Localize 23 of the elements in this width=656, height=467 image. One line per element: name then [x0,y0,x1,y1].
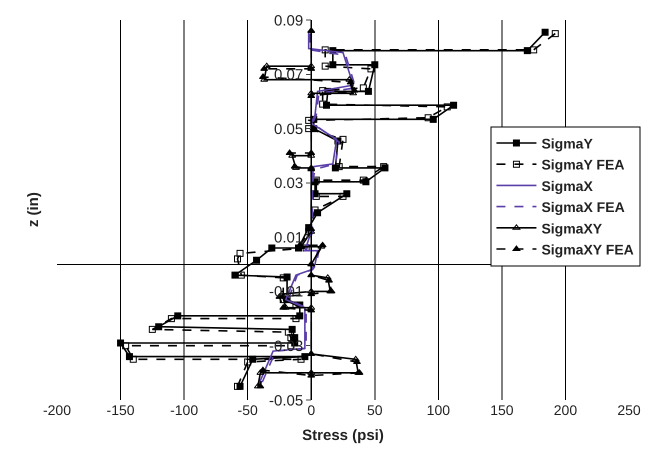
x-tick-label: 0 [307,402,316,418]
x-tick-label: 100 [426,402,450,418]
x-tick-label: 50 [366,402,383,418]
legend-label: SigmaY FEA [541,156,624,173]
y-tick-label: 0.03 [274,175,304,192]
y-tick-label: -0.05 [269,392,304,410]
x-tick-label: -200 [42,402,72,418]
x-axis-title: Stress (psi) [302,427,384,444]
y-tick-label: 0.01 [274,229,304,246]
legend-label: SigmaX [541,178,594,194]
y-tick-label: 0.09 [274,12,304,30]
legend-label: SigmaXY [541,220,603,236]
y-axis-title: z (in) [25,192,42,228]
y-tick-label: 0.05 [274,120,304,138]
x-tick-label: 250 [617,402,641,418]
x-tick-label: -150 [106,402,135,418]
legend-label: SigmaY [541,135,594,152]
x-tick-label: -100 [170,402,198,418]
legend-label: SigmaX FEA [541,199,625,216]
x-tick-label: 150 [490,402,514,418]
x-tick-label: -50 [238,402,258,418]
legend-label: SigmaXY FEA [541,241,634,258]
x-tick-label: 200 [554,402,578,418]
